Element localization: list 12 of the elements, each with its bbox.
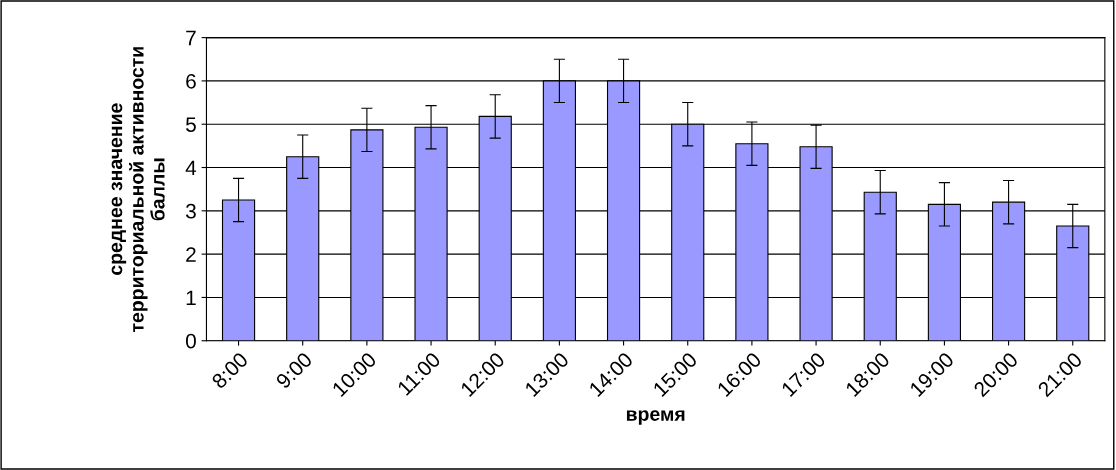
y-tick-label: 5 <box>185 117 196 132</box>
y-tick-label: 1 <box>186 290 196 305</box>
x-tick-label: 8:00 <box>210 351 249 390</box>
x-tick-label: 9:00 <box>275 351 313 390</box>
y-tick-label: 2 <box>186 247 196 262</box>
x-axis-title: время <box>626 410 685 425</box>
y-tick-label: 7 <box>186 30 196 46</box>
y-axis-title: среднее значение территориальной активности баллы <box>111 47 165 332</box>
y-tick-label: 0 <box>185 333 196 349</box>
y-tick-label: 6 <box>186 73 196 89</box>
y-tick-label: 3 <box>185 203 196 219</box>
y-tick-label: 4 <box>185 160 197 176</box>
